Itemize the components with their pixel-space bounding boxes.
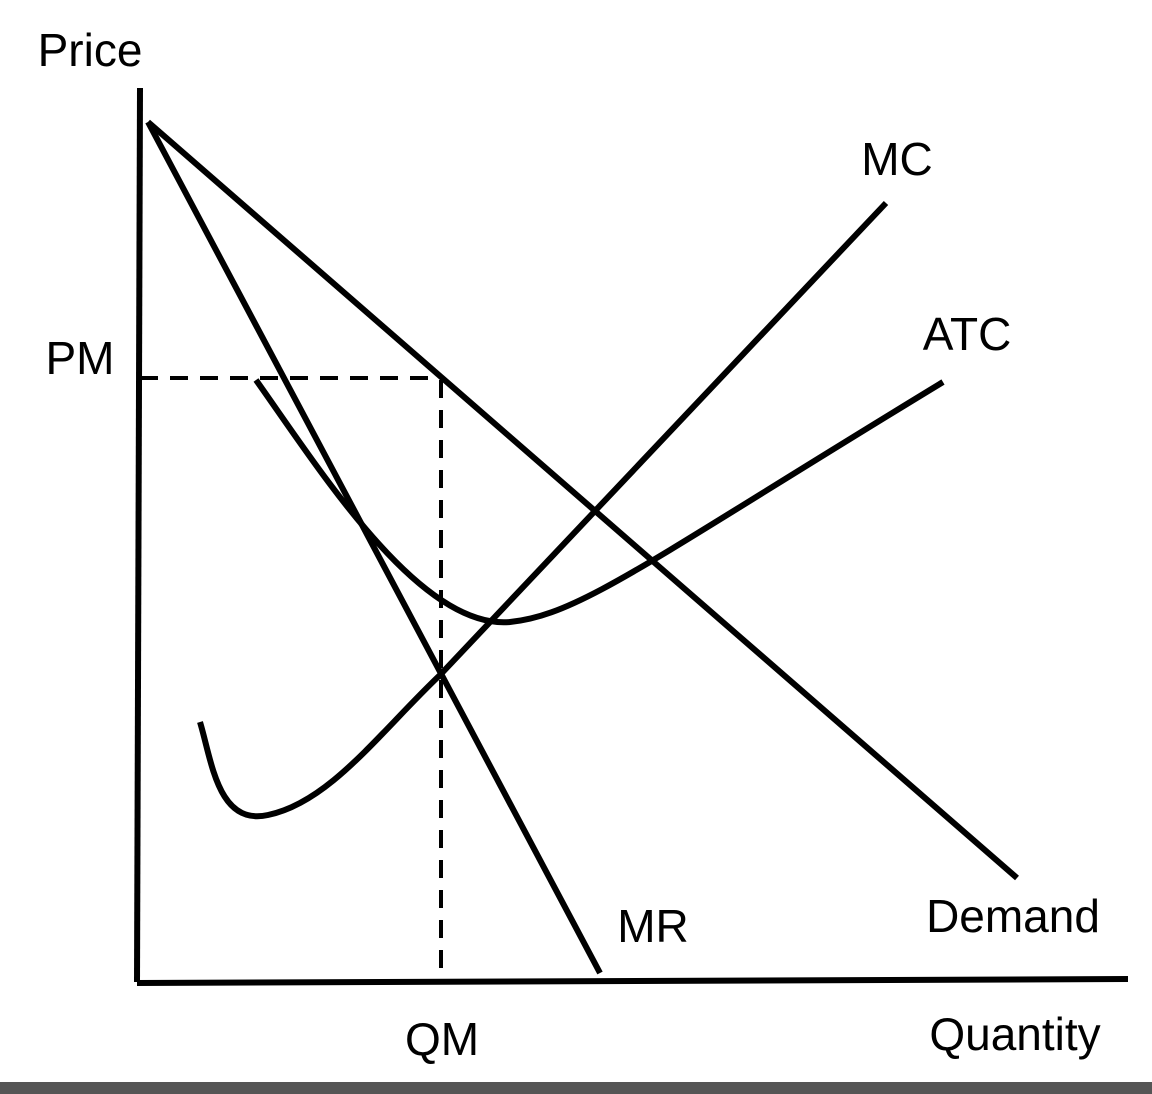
- curve-label: MC: [861, 133, 933, 185]
- curve-label: Demand: [926, 890, 1100, 942]
- price-marker: PM: [46, 332, 115, 384]
- bottom-bar: [0, 1082, 1152, 1094]
- mr-curve: [145, 120, 603, 975]
- mc-curve: [197, 200, 889, 820]
- curve-label: ATC: [923, 308, 1012, 360]
- x-axis-label: Quantity: [929, 1008, 1100, 1060]
- x-axis: [136, 976, 1129, 986]
- y-axis-label: Price: [38, 24, 143, 76]
- atc-curve: [253, 378, 945, 626]
- curve-label: MR: [617, 900, 689, 952]
- demand-curve: [146, 119, 1019, 881]
- quantity-marker: QM: [405, 1013, 479, 1065]
- y-axis: [134, 87, 143, 983]
